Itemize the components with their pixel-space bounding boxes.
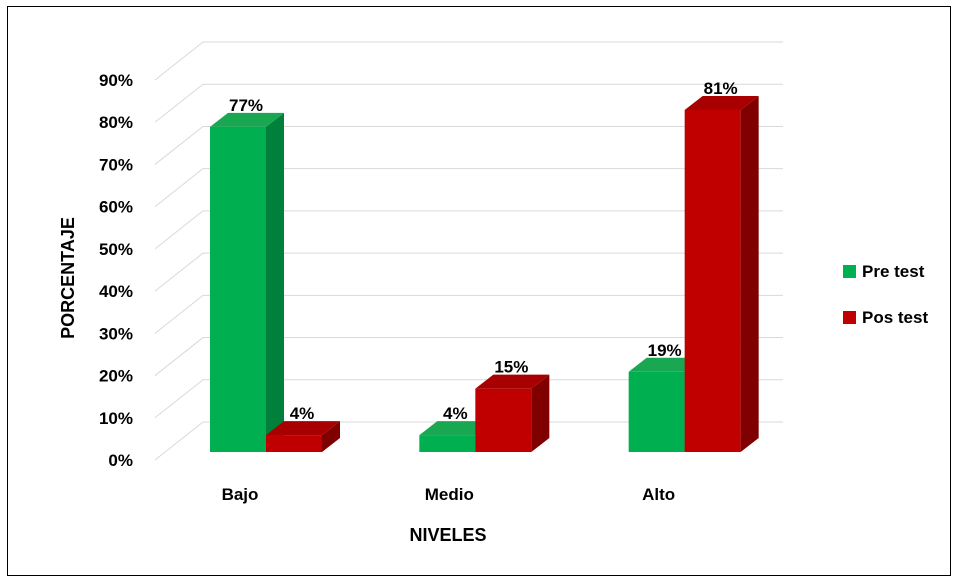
- bar-front: [475, 388, 532, 452]
- gridline: [154, 210, 783, 250]
- data-label: 15%: [494, 358, 528, 377]
- bar-front: [419, 435, 476, 452]
- y-tick-label: 20%: [99, 367, 133, 386]
- bar-front: [210, 126, 266, 452]
- gridlines: [154, 41, 783, 461]
- bar-top: [266, 421, 340, 436]
- bar-top: [475, 374, 550, 389]
- y-axis-ticks: 0% 10% 20% 30% 40% 50% 60% 70% 80% 90%: [99, 71, 133, 470]
- bar-top: [210, 112, 284, 127]
- y-tick-label: 50%: [99, 240, 133, 259]
- bar-side: [740, 96, 759, 452]
- x-axis-categories: Bajo Medio Alto: [222, 485, 676, 504]
- legend-label: Pos test: [862, 308, 928, 327]
- bar-side: [322, 421, 340, 452]
- y-tick-label: 70%: [99, 155, 133, 174]
- x-axis-title: NIVELES: [409, 525, 486, 545]
- data-labels: 77% 4% 4% 15% 19% 81%: [229, 79, 738, 423]
- y-tick-label: 60%: [99, 198, 133, 217]
- legend-swatch: [843, 265, 856, 278]
- gridline: [154, 252, 783, 292]
- gridline: [154, 337, 783, 376]
- bars: [210, 96, 759, 452]
- gridline: [154, 168, 783, 208]
- x-category-label: Alto: [642, 485, 675, 504]
- gridline: [154, 421, 783, 461]
- data-label: 81%: [704, 79, 738, 98]
- data-label: 19%: [648, 341, 682, 360]
- y-tick-label: 80%: [99, 113, 133, 132]
- bar-side: [531, 374, 550, 452]
- legend: Pre test Pos test: [843, 262, 928, 327]
- y-tick-label: 10%: [99, 409, 133, 428]
- y-tick-label: 90%: [99, 71, 133, 90]
- gridline: [154, 41, 783, 81]
- data-label: 77%: [229, 96, 263, 115]
- x-category-label: Medio: [425, 485, 474, 504]
- bar-front: [628, 371, 685, 452]
- legend-label: Pre test: [862, 262, 925, 281]
- bar-top: [628, 357, 703, 372]
- chart-frame: [7, 6, 951, 576]
- gridline: [154, 294, 783, 334]
- data-label: 4%: [290, 404, 315, 423]
- gridline: [154, 125, 783, 165]
- bar-front: [266, 435, 322, 452]
- bar-front: [684, 110, 741, 452]
- x-category-label: Bajo: [222, 485, 259, 504]
- y-axis-title: PORCENTAJE: [58, 217, 78, 339]
- y-tick-label: 30%: [99, 324, 133, 343]
- bar-top: [684, 96, 759, 110]
- y-tick-label: 40%: [99, 282, 133, 301]
- data-label: 4%: [443, 404, 468, 423]
- bar-side: [266, 112, 284, 452]
- legend-swatch: [843, 311, 856, 324]
- bar-top: [419, 421, 494, 436]
- gridline: [154, 379, 783, 419]
- y-tick-label: 0%: [108, 451, 133, 470]
- gridline: [154, 83, 783, 123]
